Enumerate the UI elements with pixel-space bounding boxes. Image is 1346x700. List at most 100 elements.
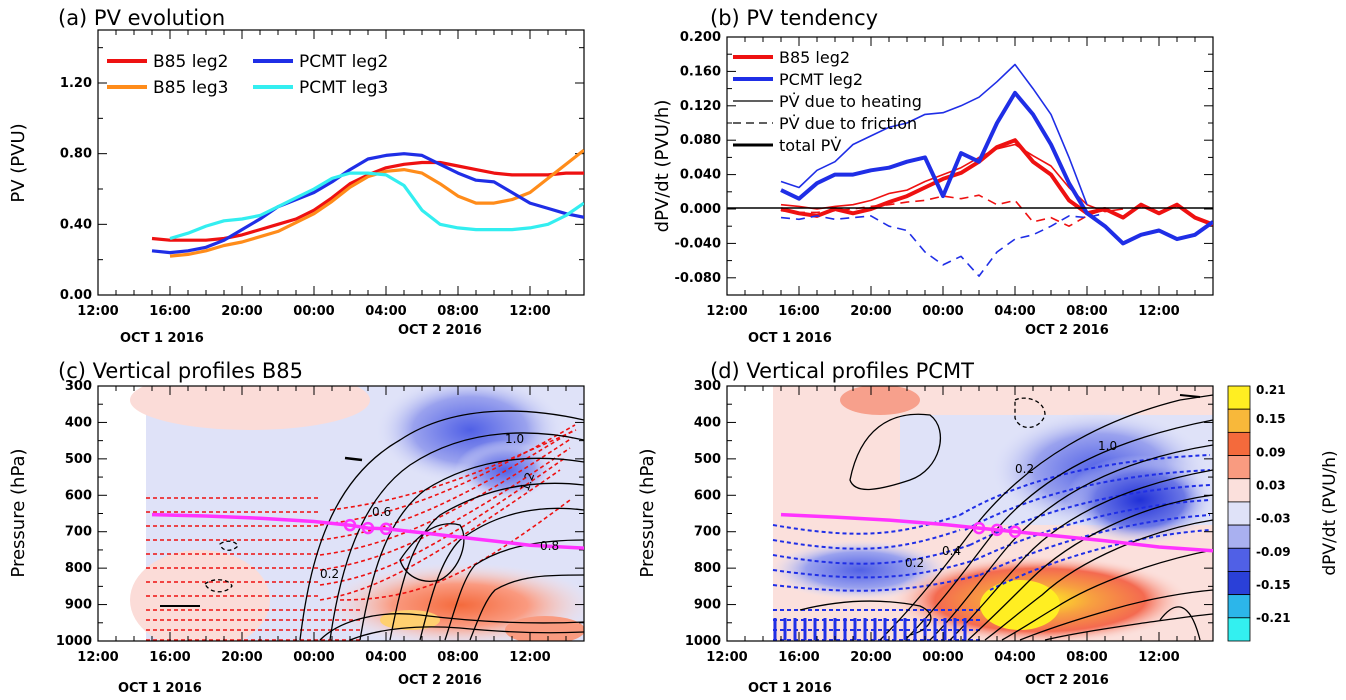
legend-b-pcmt-label: PCMT leg2 <box>779 70 863 89</box>
series-line-b85-leg2-pv-due-to-friction <box>780 194 1106 227</box>
y-tick-label-b: 0.200 <box>680 30 721 45</box>
magenta-marker-d <box>1008 525 1022 538</box>
y-tick-label-c: 900 <box>65 598 92 613</box>
y-tick-label-c: 600 <box>65 488 92 503</box>
colorbar-swatch <box>1227 385 1251 410</box>
panel-c-date1: OCT 1 2016 <box>118 681 202 696</box>
colorbar-tick-label: -0.21 <box>1256 611 1291 625</box>
panel-c-title: (c) Vertical profiles B85 <box>58 359 303 383</box>
x-tick-label-b: 20:00 <box>850 304 891 319</box>
series-line-pcmt-leg3 <box>169 171 584 241</box>
y-tick-label-a: 0.80 <box>60 147 92 162</box>
legend-b-friction-label: PV̇ due to friction <box>779 114 917 133</box>
axis-tick-labels: 12:00 16:00 20:00 00:00 04:00 08:00 12:000.000… <box>56 30 1180 665</box>
y-tick-label-d: 400 <box>694 415 721 430</box>
series-line-b85-leg2-total-pv- <box>780 138 1213 227</box>
panel-d-date1: OCT 1 2016 <box>748 681 832 696</box>
y-tick-label-a: 0.00 <box>60 288 92 303</box>
colorbar-swatch <box>1227 478 1251 503</box>
panel-a-series <box>151 148 584 258</box>
panel-d-ylabel: Pressure (hPa) <box>637 448 658 577</box>
panel-b-legend: B85 leg2 PCMT leg2 PV̇ due to heating PV… <box>733 48 922 155</box>
legend-b-b85-label: B85 leg2 <box>779 48 850 67</box>
colorbar-tick-label: -0.09 <box>1256 545 1291 559</box>
x-tick-label-b: 04:00 <box>994 304 1035 319</box>
panel-a-legend: B85 leg2 B85 leg3 PCMT leg2 PCMT leg3 <box>107 52 388 98</box>
y-tick-label-a: 0.40 <box>60 217 92 232</box>
panel-c-ylabel: Pressure (hPa) <box>8 448 29 577</box>
y-tick-label-d: 1000 <box>685 634 721 649</box>
contour-label-d-4: 0.4 <box>942 544 961 558</box>
y-tick-label-d: 500 <box>694 452 721 467</box>
contour-label-c-5: 0.8 <box>540 539 559 553</box>
panel-a-ylabel: PV (PVU) <box>8 123 29 202</box>
legend-a-pcmt-leg3-label: PCMT leg3 <box>299 78 388 98</box>
x-tick-label-b: 12:00 <box>706 304 747 319</box>
panel-a-date1: OCT 1 2016 <box>120 331 204 346</box>
x-tick-label-d: 12:00 <box>706 650 747 665</box>
x-tick-label-a: 16:00 <box>149 304 190 319</box>
series-line-pcmt-leg2 <box>151 152 584 255</box>
x-tick-label-d: 00:00 <box>922 650 963 665</box>
x-tick-label-c: 08:00 <box>437 650 478 665</box>
legend-a-b85-leg3-label: B85 leg3 <box>153 78 229 98</box>
magenta-marker-d <box>972 521 986 535</box>
x-tick-label-b: 16:00 <box>778 304 819 319</box>
x-tick-label-c: 16:00 <box>149 650 190 665</box>
colorbar-swatch <box>1227 524 1251 549</box>
magenta-line-d <box>780 512 1213 553</box>
series-line-pcmt-leg2-total-pv- <box>780 90 1213 246</box>
contour-label-d-2: 1.0 <box>1098 439 1117 453</box>
colorbar-tick-label: 0.09 <box>1256 445 1286 459</box>
x-tick-label-c: 12:00 <box>77 650 118 665</box>
panel-d-dashed-contours <box>772 454 1211 641</box>
magenta-line-c <box>151 512 584 550</box>
x-tick-label-a: 08:00 <box>437 304 478 319</box>
panel-a-date2: OCT 2 2016 <box>398 323 482 338</box>
y-tick-label-c: 500 <box>65 452 92 467</box>
panel-b-title: (b) PV tendency <box>710 6 878 30</box>
x-tick-label-a: 04:00 <box>365 304 406 319</box>
panel-d-series <box>780 512 1213 553</box>
panel-b-date1: OCT 1 2016 <box>748 331 832 346</box>
y-tick-label-c: 300 <box>65 379 92 394</box>
x-tick-label-a: 12:00 <box>77 304 118 319</box>
y-tick-label-d: 700 <box>694 525 721 540</box>
y-tick-label-b: -0.080 <box>674 271 721 286</box>
colorbar-swatch <box>1227 408 1251 433</box>
x-tick-label-d: 04:00 <box>994 650 1035 665</box>
y-tick-label-d: 900 <box>694 598 721 613</box>
panel-c-dashed-contours <box>146 424 577 641</box>
colorbar-tick-label: 0.03 <box>1256 478 1286 492</box>
colorbar-label: dPV/dt (PVU/h) <box>1320 450 1340 575</box>
colorbar-tick-label: -0.03 <box>1256 512 1291 526</box>
y-tick-label-b: 0.040 <box>680 168 721 183</box>
series-line-b85-leg3 <box>169 148 584 258</box>
axis-ticks <box>97 30 1214 642</box>
panel-d-date2: OCT 2 2016 <box>1025 673 1109 688</box>
magenta-marker-c <box>343 518 357 532</box>
x-tick-label-a: 20:00 <box>221 304 262 319</box>
y-tick-label-c: 700 <box>65 525 92 540</box>
contour-label-d-1: 0.2 <box>1015 462 1034 476</box>
x-tick-label-c: 12:00 <box>509 650 550 665</box>
colorbar-swatch <box>1227 501 1251 526</box>
colorbar-swatch <box>1227 547 1251 572</box>
y-tick-label-c: 400 <box>65 415 92 430</box>
y-tick-label-b: 0.000 <box>680 202 721 217</box>
x-tick-label-c: 04:00 <box>365 650 406 665</box>
panel-a-title: (a) PV evolution <box>58 6 225 30</box>
y-tick-label-c: 800 <box>65 561 92 576</box>
legend-b-total-label: total PV̇ <box>779 136 841 155</box>
series-line-pcmt-leg2-pv-due-to-heating <box>780 63 1088 205</box>
x-tick-label-c: 20:00 <box>221 650 262 665</box>
colorbar-swatch <box>1227 594 1251 619</box>
contour-label-c-1: 1.0 <box>505 432 524 446</box>
y-tick-label-b: -0.040 <box>674 236 721 251</box>
panel-c-solid-contours <box>160 410 584 641</box>
y-tick-label-d: 600 <box>694 488 721 503</box>
x-tick-label-a: 00:00 <box>293 304 334 319</box>
contour-label-c-2: 1.2 <box>518 470 538 493</box>
panel-b-ylabel: dPV/dt (PVU/h) <box>652 100 673 233</box>
